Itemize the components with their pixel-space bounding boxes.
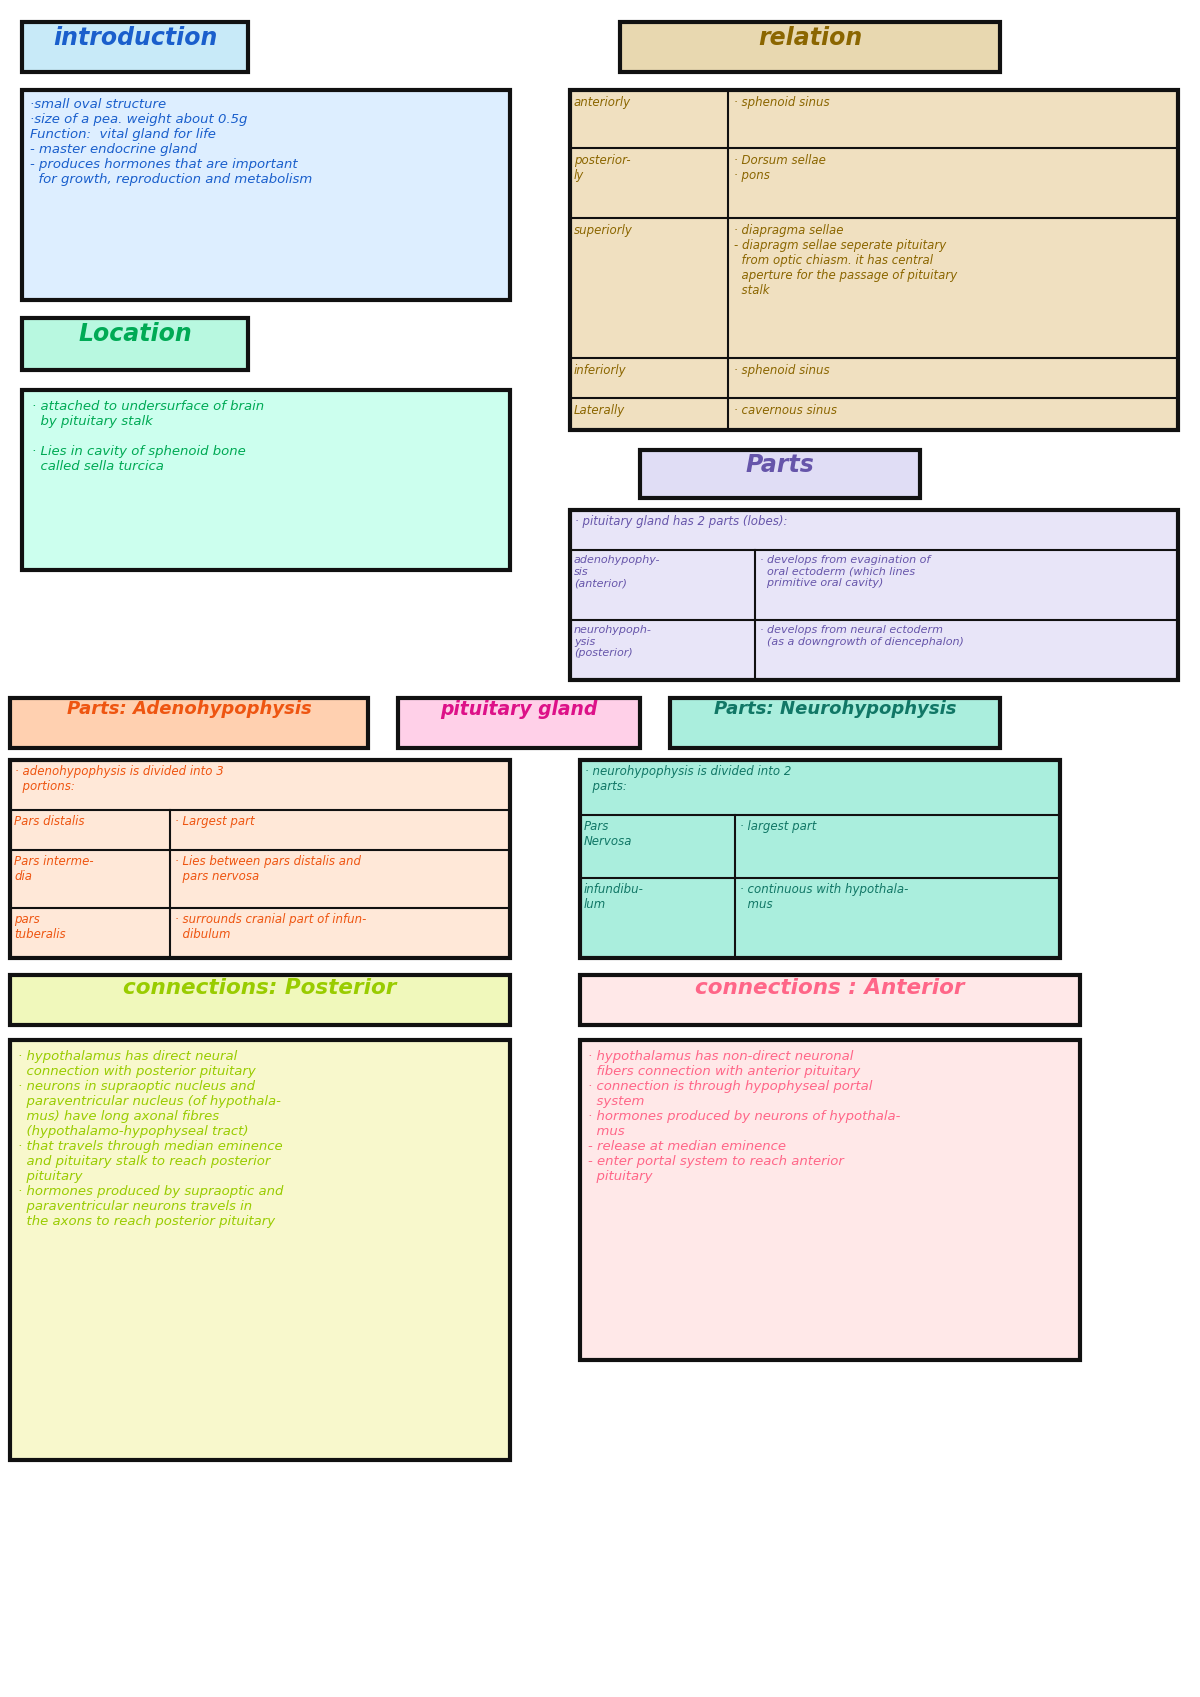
Text: · develops from evagination of
  oral ectoderm (which lines
  primitive oral cav: · develops from evagination of oral ecto… <box>760 555 930 589</box>
Text: relation: relation <box>758 25 862 49</box>
Text: · Dorsum sellae
· pons: · Dorsum sellae · pons <box>734 154 826 182</box>
Text: · attached to undersurface of brain
  by pituitary stalk

· Lies in cavity of sp: · attached to undersurface of brain by p… <box>32 400 264 473</box>
Text: pituitary gland: pituitary gland <box>440 699 598 720</box>
Text: · pituitary gland has 2 parts (lobes):: · pituitary gland has 2 parts (lobes): <box>575 514 787 528</box>
Text: · Lies between pars distalis and
  pars nervosa: · Lies between pars distalis and pars ne… <box>175 855 361 882</box>
Text: neurohypoph-
ysis
(posterior): neurohypoph- ysis (posterior) <box>574 624 652 658</box>
Text: pars
tuberalis: pars tuberalis <box>14 913 66 942</box>
Text: · sphenoid sinus: · sphenoid sinus <box>734 363 829 377</box>
Text: Parts: Neurohypophysis: Parts: Neurohypophysis <box>714 699 956 718</box>
Text: · cavernous sinus: · cavernous sinus <box>734 404 838 417</box>
Text: · hypothalamus has direct neural
  connection with posterior pituitary
· neurons: · hypothalamus has direct neural connect… <box>18 1050 283 1229</box>
Text: introduction: introduction <box>53 25 217 49</box>
FancyBboxPatch shape <box>580 976 1080 1025</box>
Text: Location: Location <box>78 322 192 346</box>
FancyBboxPatch shape <box>670 697 1000 748</box>
Text: · adenohypophysis is divided into 3
  portions:: · adenohypophysis is divided into 3 port… <box>14 765 223 792</box>
Text: · hypothalamus has non-direct neuronal
  fibers connection with anterior pituita: · hypothalamus has non-direct neuronal f… <box>588 1050 900 1183</box>
Text: · largest part: · largest part <box>740 820 816 833</box>
FancyBboxPatch shape <box>620 22 1000 71</box>
Text: Parts: Parts <box>745 453 815 477</box>
Text: posterior-
ly: posterior- ly <box>574 154 631 182</box>
Text: · diapragma sellae
- diapragm sellae seperate pituitary
  from optic chiasm. it : · diapragma sellae - diapragm sellae sep… <box>734 224 958 297</box>
Text: · Largest part: · Largest part <box>175 815 254 828</box>
FancyBboxPatch shape <box>22 390 510 570</box>
FancyBboxPatch shape <box>22 90 510 300</box>
FancyBboxPatch shape <box>398 697 640 748</box>
FancyBboxPatch shape <box>580 760 1060 959</box>
FancyBboxPatch shape <box>580 1040 1080 1359</box>
Text: inferiorly: inferiorly <box>574 363 626 377</box>
Text: · continuous with hypothala-
  mus: · continuous with hypothala- mus <box>740 882 908 911</box>
Text: connections: Posterior: connections: Posterior <box>124 977 397 998</box>
Text: Parts: Adenohypophysis: Parts: Adenohypophysis <box>67 699 311 718</box>
FancyBboxPatch shape <box>10 760 510 959</box>
Text: superiorly: superiorly <box>574 224 632 238</box>
FancyBboxPatch shape <box>640 450 920 497</box>
Text: Pars
Nervosa: Pars Nervosa <box>584 820 632 848</box>
Text: anteriorly: anteriorly <box>574 97 631 109</box>
FancyBboxPatch shape <box>10 697 368 748</box>
Text: adenohypophy-
sis
(anterior): adenohypophy- sis (anterior) <box>574 555 660 589</box>
Text: · develops from neural ectoderm
  (as a downgrowth of diencephalon): · develops from neural ectoderm (as a do… <box>760 624 964 647</box>
Text: ·small oval structure
·size of a pea. weight about 0.5g
Function:  vital gland f: ·small oval structure ·size of a pea. we… <box>30 98 312 187</box>
Text: · surrounds cranial part of infun-
  dibulum: · surrounds cranial part of infun- dibul… <box>175 913 366 942</box>
FancyBboxPatch shape <box>570 90 1178 429</box>
Text: · neurohypophysis is divided into 2
  parts:: · neurohypophysis is divided into 2 part… <box>586 765 791 792</box>
Text: · sphenoid sinus: · sphenoid sinus <box>734 97 829 109</box>
Text: Laterally: Laterally <box>574 404 625 417</box>
FancyBboxPatch shape <box>10 1040 510 1459</box>
Text: Pars interme-
dia: Pars interme- dia <box>14 855 94 882</box>
Text: Pars distalis: Pars distalis <box>14 815 84 828</box>
FancyBboxPatch shape <box>570 511 1178 680</box>
FancyBboxPatch shape <box>10 976 510 1025</box>
FancyBboxPatch shape <box>22 22 248 71</box>
FancyBboxPatch shape <box>22 317 248 370</box>
Text: connections : Anterior: connections : Anterior <box>695 977 965 998</box>
Text: infundibu-
lum: infundibu- lum <box>584 882 644 911</box>
